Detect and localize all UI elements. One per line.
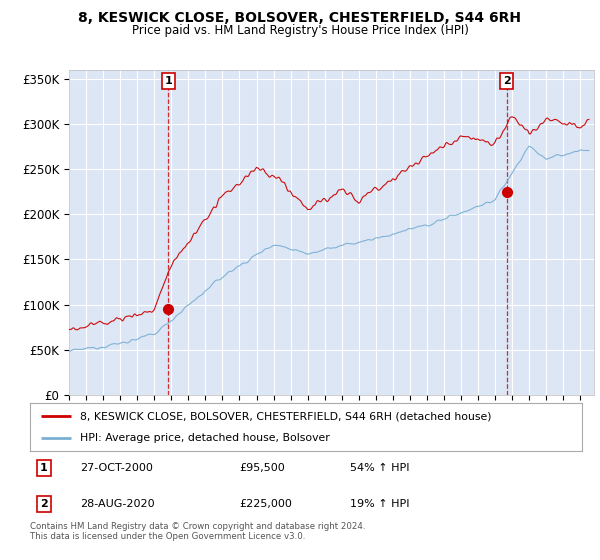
- Text: HPI: Average price, detached house, Bolsover: HPI: Average price, detached house, Bols…: [80, 433, 329, 443]
- Text: 8, KESWICK CLOSE, BOLSOVER, CHESTERFIELD, S44 6RH: 8, KESWICK CLOSE, BOLSOVER, CHESTERFIELD…: [79, 11, 521, 25]
- Text: £95,500: £95,500: [240, 463, 286, 473]
- Text: 28-AUG-2020: 28-AUG-2020: [80, 499, 154, 509]
- Text: 2: 2: [40, 499, 47, 509]
- Text: Price paid vs. HM Land Registry's House Price Index (HPI): Price paid vs. HM Land Registry's House …: [131, 24, 469, 37]
- Text: 2: 2: [503, 76, 511, 86]
- Text: 27-OCT-2000: 27-OCT-2000: [80, 463, 152, 473]
- Text: 8, KESWICK CLOSE, BOLSOVER, CHESTERFIELD, S44 6RH (detached house): 8, KESWICK CLOSE, BOLSOVER, CHESTERFIELD…: [80, 411, 491, 421]
- Text: £225,000: £225,000: [240, 499, 293, 509]
- Text: 1: 1: [164, 76, 172, 86]
- Text: 1: 1: [40, 463, 47, 473]
- Text: 19% ↑ HPI: 19% ↑ HPI: [350, 499, 410, 509]
- Text: Contains HM Land Registry data © Crown copyright and database right 2024.
This d: Contains HM Land Registry data © Crown c…: [30, 522, 365, 542]
- Text: 54% ↑ HPI: 54% ↑ HPI: [350, 463, 410, 473]
